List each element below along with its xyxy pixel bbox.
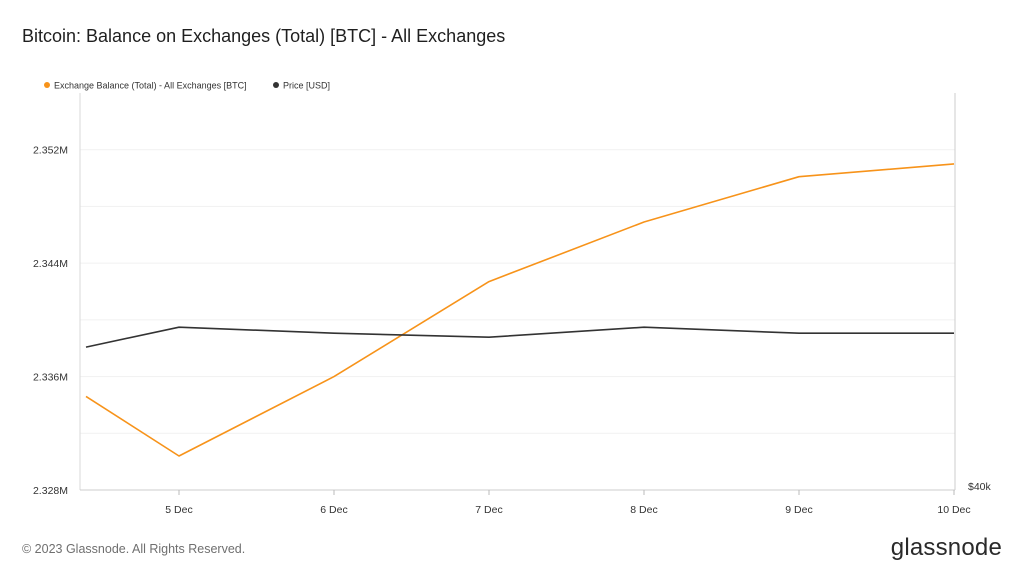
glassnode-logo[interactable]: glassnode — [890, 534, 1002, 561]
gridlines — [80, 149, 955, 434]
legend[interactable]: Exchange Balance (Total) - All Exchanges… — [44, 81, 330, 91]
x-tick-label: 9 Dec — [785, 504, 812, 516]
series-line-exchange-balance — [85, 163, 955, 457]
legend-marker — [44, 82, 50, 88]
tick-labels: 2.328M 2.336M 2.344M 2.352M $40k 5 Dec 6 Dec 7 … — [33, 145, 992, 516]
legend-label: Price [USD] — [283, 81, 330, 91]
legend-item-exchange-balance[interactable]: Exchange Balance (Total) - All Exchanges… — [44, 81, 247, 91]
x-tick-label: 10 Dec — [937, 504, 970, 516]
y-tick-label: 2.336M — [33, 372, 68, 384]
y-tick-label: 2.352M — [33, 145, 68, 157]
legend-label: Exchange Balance (Total) - All Exchanges… — [54, 81, 247, 91]
x-tick-label: 7 Dec — [475, 504, 502, 516]
y-tick-label: 2.328M — [33, 485, 68, 497]
series-line-price — [85, 326, 954, 348]
legend-marker — [273, 82, 279, 88]
y-tick-label: 2.344M — [33, 258, 68, 270]
y2-tick-label: $40k — [968, 481, 992, 493]
x-tick-label: 5 Dec — [165, 504, 192, 516]
axes — [79, 93, 956, 495]
x-tick-label: 6 Dec — [320, 504, 347, 516]
legend-item-price[interactable]: Price [USD] — [273, 81, 330, 91]
chart-title: Bitcoin: Balance on Exchanges (Total) [B… — [22, 26, 506, 46]
copyright-text: © 2023 Glassnode. All Rights Reserved. — [22, 542, 246, 556]
x-tick-label: 8 Dec — [630, 504, 657, 516]
series-lines — [85, 163, 955, 457]
